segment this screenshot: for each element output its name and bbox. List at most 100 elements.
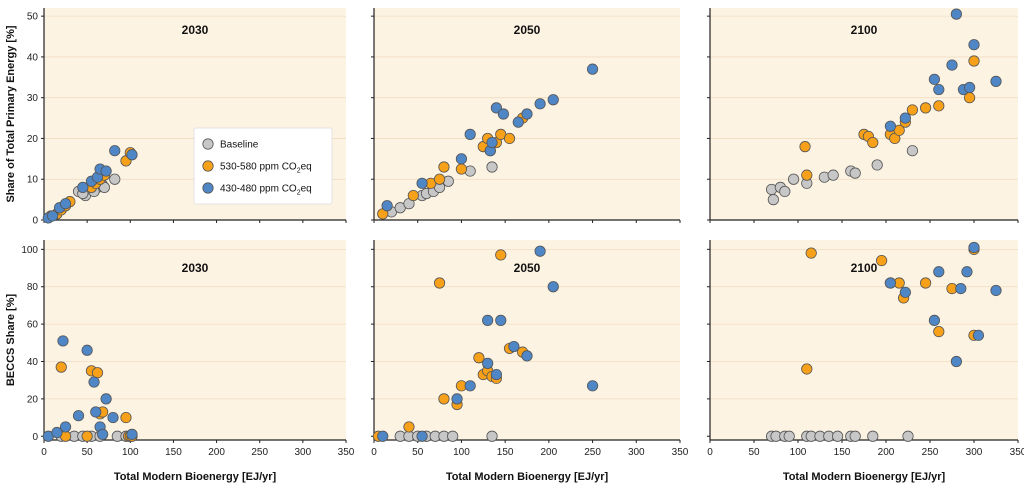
x-tick-label: 0 <box>41 447 47 458</box>
legend-marker-baseline <box>202 138 214 150</box>
data-point-co2_430_480 <box>586 63 599 75</box>
x-tick-label: 200 <box>878 447 895 458</box>
data-point-co2_430_480 <box>521 108 533 120</box>
data-point-baseline <box>779 185 791 198</box>
panel-title: 2100 <box>851 23 878 37</box>
data-point-co2_430_480 <box>950 8 963 20</box>
data-point-co2_530_580 <box>91 367 104 379</box>
x-tick-label: 0 <box>707 447 713 458</box>
data-point-co2_430_480 <box>126 149 138 161</box>
data-point-co2_530_580 <box>801 363 813 375</box>
data-point-co2_530_580 <box>495 249 507 261</box>
data-point-co2_430_480 <box>495 314 507 326</box>
data-point-co2_530_580 <box>438 161 450 173</box>
data-point-baseline <box>831 430 844 442</box>
data-point-co2_430_480 <box>464 128 476 140</box>
data-point-co2_430_480 <box>107 411 119 424</box>
data-point-baseline <box>906 145 919 157</box>
data-point-co2_530_580 <box>867 136 879 149</box>
data-point-baseline <box>849 430 861 442</box>
y-tick-label: 80 <box>27 282 39 293</box>
x-tick-label: 100 <box>453 447 470 458</box>
data-point-co2_430_480 <box>955 282 967 295</box>
x-tick-label: 200 <box>541 447 558 458</box>
data-point-co2_430_480 <box>88 376 100 388</box>
data-point-co2_430_480 <box>416 177 428 189</box>
data-point-baseline <box>849 167 861 179</box>
y-tick-label: 100 <box>21 245 38 256</box>
data-point-co2_430_480 <box>933 83 945 96</box>
panel-title: 2030 <box>182 23 209 37</box>
data-point-co2_430_480 <box>884 277 897 289</box>
x-tick-label: 250 <box>251 447 268 458</box>
data-point-co2_430_480 <box>451 393 463 405</box>
legend-label-co2_430_480: 430-480 ppm CO2eq <box>220 184 312 197</box>
data-point-co2_430_480 <box>100 165 112 177</box>
data-point-co2_530_580 <box>455 163 468 175</box>
data-point-co2_430_480 <box>928 73 941 85</box>
data-point-co2_430_480 <box>482 357 494 369</box>
data-point-co2_430_480 <box>464 380 476 392</box>
legend-marker-co2_530_580 <box>202 160 214 172</box>
data-point-co2_530_580 <box>433 173 446 185</box>
x-tick-label: 0 <box>371 447 377 458</box>
x-tick-label: 50 <box>82 447 94 458</box>
data-point-co2_530_580 <box>81 430 93 442</box>
data-point-baseline <box>447 430 459 442</box>
x-tick-label: 50 <box>412 447 424 458</box>
data-point-co2_430_480 <box>508 340 520 353</box>
data-point-baseline <box>767 194 779 206</box>
y-tick-label: 40 <box>27 52 39 63</box>
data-point-co2_430_480 <box>512 116 524 128</box>
data-point-co2_430_480 <box>961 266 973 278</box>
y-tick-label: 60 <box>27 320 39 331</box>
x-tick-label: 250 <box>922 447 939 458</box>
panel-title: 2050 <box>514 23 541 37</box>
data-point-co2_430_480 <box>47 210 59 222</box>
data-point-co2_430_480 <box>946 59 958 71</box>
panel-title: 2030 <box>182 261 209 275</box>
x-tick-label: 150 <box>497 447 514 458</box>
data-point-co2_430_480 <box>77 181 89 193</box>
x-tick-label: 300 <box>295 447 312 458</box>
panel-background <box>710 8 1018 220</box>
data-point-co2_430_480 <box>928 314 941 326</box>
panel-title: 2050 <box>514 261 541 275</box>
data-point-co2_430_480 <box>455 153 468 165</box>
data-point-co2_430_480 <box>534 245 546 257</box>
data-point-co2_530_580 <box>968 55 980 67</box>
data-point-co2_430_480 <box>72 410 85 422</box>
data-point-co2_430_480 <box>884 120 897 132</box>
data-point-baseline <box>783 430 795 442</box>
x-tick-label: 150 <box>834 447 851 458</box>
y-tick-label: 20 <box>27 394 39 405</box>
x-axis-label: Total Modern Bioenergy [EJ/yr] <box>114 471 277 483</box>
data-point-baseline <box>486 430 498 442</box>
legend-label-baseline: Baseline <box>220 140 259 151</box>
data-point-co2_430_480 <box>59 421 72 433</box>
data-point-co2_430_480 <box>377 430 389 442</box>
data-point-co2_530_580 <box>403 421 415 433</box>
data-point-co2_430_480 <box>968 39 980 51</box>
data-point-co2_430_480 <box>586 380 599 392</box>
legend-label-co2_530_580: 530-580 ppm CO2eq <box>220 162 312 175</box>
y-tick-label: 30 <box>27 93 39 104</box>
data-point-baseline <box>486 161 498 173</box>
panel-1-2: 0 50 100 150 200 250 300 350 2100 Total Modern Bi… <box>707 240 1024 483</box>
data-point-co2_430_480 <box>126 428 138 440</box>
data-point-co2_530_580 <box>438 393 450 405</box>
data-point-co2_430_480 <box>59 198 72 210</box>
data-point-co2_430_480 <box>899 286 911 298</box>
data-point-co2_430_480 <box>497 108 509 120</box>
data-point-co2_430_480 <box>972 329 985 341</box>
data-point-co2_530_580 <box>933 100 945 112</box>
data-point-co2_530_580 <box>799 141 811 153</box>
x-tick-label: 100 <box>122 447 139 458</box>
data-point-co2_430_480 <box>990 284 1002 297</box>
data-point-co2_430_480 <box>51 426 63 439</box>
data-point-baseline <box>787 173 800 185</box>
x-axis-label: Total Modern Bioenergy [EJ/yr] <box>446 471 609 483</box>
x-tick-label: 250 <box>584 447 601 458</box>
data-point-co2_430_480 <box>97 428 109 440</box>
